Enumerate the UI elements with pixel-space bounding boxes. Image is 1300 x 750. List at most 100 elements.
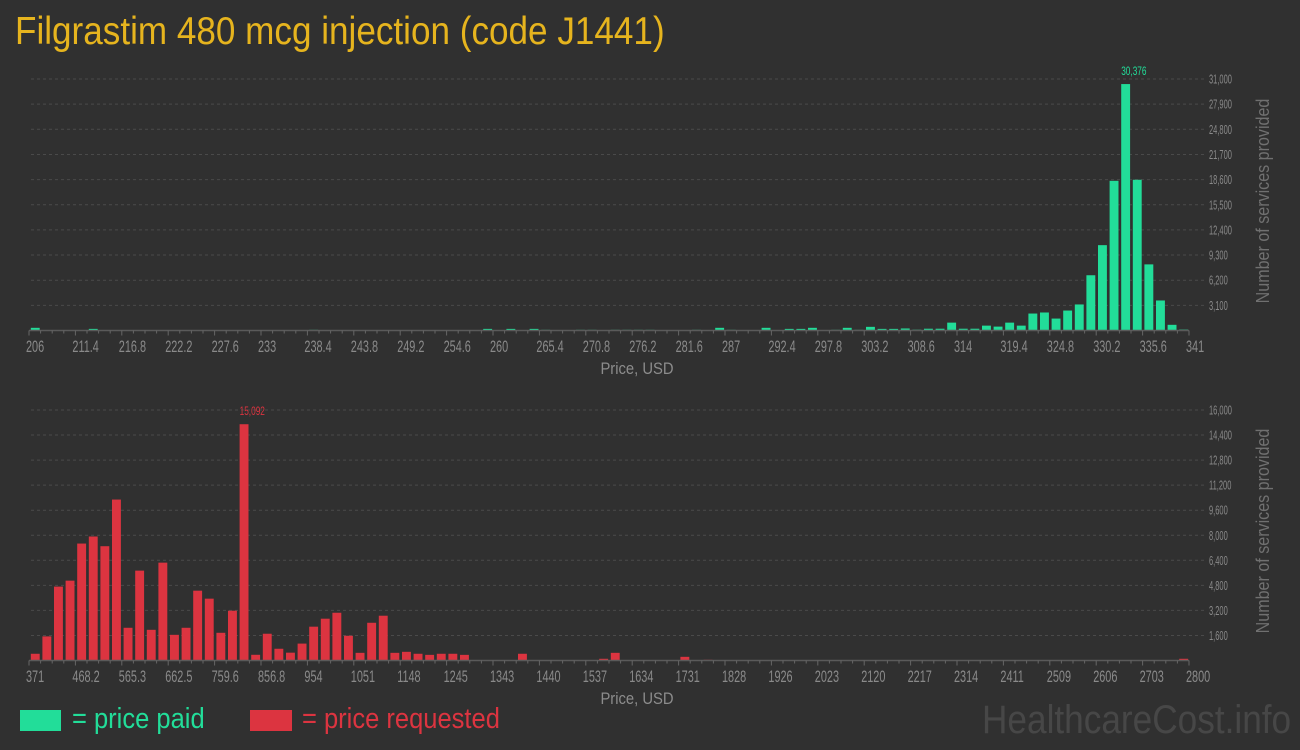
- bar: [65, 580, 75, 661]
- page-title: Filgrastim 480 mcg injection (code J1441…: [15, 10, 665, 53]
- bar: [216, 632, 226, 661]
- bar: [1016, 325, 1026, 331]
- bar: [935, 328, 945, 331]
- x-tick-label: 565.3: [119, 667, 146, 686]
- x-tick-label: 2314: [954, 667, 978, 686]
- x-tick-label: 292.4: [768, 337, 795, 356]
- x-tick-label: 2606: [1093, 667, 1117, 686]
- x-tick-label: 2703: [1140, 667, 1164, 686]
- bar: [100, 546, 110, 661]
- x-tick-label: 2023: [815, 667, 839, 686]
- y-tick-label: 11,200: [1209, 480, 1232, 493]
- bar: [251, 654, 261, 661]
- y-tick-label: 18,600: [1209, 174, 1232, 187]
- x-tick-label: 1245: [444, 667, 468, 686]
- bar: [170, 634, 179, 661]
- x-tick-label: 303.2: [861, 337, 888, 356]
- bar: [112, 499, 121, 661]
- bar: [297, 643, 307, 661]
- bar: [796, 328, 806, 331]
- bar: [262, 633, 272, 661]
- x-tick-label: 211.4: [72, 337, 99, 356]
- legend-swatch-price-requested: [250, 710, 292, 731]
- x-tick-label: 243.8: [351, 337, 378, 356]
- bar: [204, 598, 214, 661]
- bar: [135, 570, 145, 661]
- x-tick-label: 2120: [861, 667, 885, 686]
- bar: [42, 636, 52, 661]
- bar: [877, 328, 887, 331]
- bar: [900, 328, 910, 331]
- bar: [784, 328, 794, 331]
- x-tick-label: 954: [304, 667, 322, 686]
- x-tick-label: 468.2: [72, 667, 99, 686]
- bar: [286, 652, 295, 661]
- bar: [1121, 84, 1131, 331]
- legend-label-price-paid: = price paid: [72, 703, 205, 735]
- x-tick-label: 662.5: [165, 667, 192, 686]
- y-axis-title: Number of services provided: [1252, 429, 1273, 634]
- x-tick-label: 270.8: [583, 337, 610, 356]
- x-tick-label: 1343: [490, 667, 514, 686]
- x-tick-label: 281.6: [676, 337, 703, 356]
- bar: [1144, 264, 1154, 331]
- bar: [1005, 322, 1015, 331]
- x-tick-label: 238.4: [304, 337, 331, 356]
- bar: [947, 322, 957, 331]
- bar: [610, 652, 620, 661]
- x-tick-label: 1926: [768, 667, 792, 686]
- x-tick-label: 249.2: [397, 337, 424, 356]
- bar: [958, 328, 968, 331]
- bar: [158, 562, 168, 661]
- bar: [506, 328, 516, 331]
- bar: [715, 327, 725, 331]
- x-tick-label: 2411: [1000, 667, 1024, 686]
- y-tick-label: 3,200: [1209, 605, 1228, 618]
- bar: [239, 424, 249, 661]
- y-tick-label: 12,400: [1209, 225, 1232, 238]
- bar: [1063, 310, 1073, 331]
- bar: [436, 653, 446, 661]
- gridlines: 3,100 6,200 9,300 12,400 15,500 18,600 21,700 2…: [31, 74, 1232, 313]
- bar: [320, 618, 330, 661]
- bar: [448, 653, 458, 661]
- x-tick-label: 330.2: [1093, 337, 1120, 356]
- bar: [993, 326, 1003, 331]
- x-tick-label: 216.8: [119, 337, 146, 356]
- peak-value-label: 30,376: [1121, 66, 1147, 79]
- bar: [402, 651, 411, 661]
- bar: [842, 327, 852, 331]
- x-tick-label: 2217: [908, 667, 932, 686]
- x-tick-label: 1537: [583, 667, 607, 686]
- x-tick-label: 1440: [536, 667, 560, 686]
- bar: [88, 328, 98, 331]
- y-tick-label: 1,600: [1209, 630, 1228, 643]
- x-tick-label: 371: [26, 667, 44, 686]
- bar: [1179, 658, 1189, 661]
- bar: [761, 327, 771, 331]
- legend-swatch-price-paid: [20, 710, 61, 731]
- x-tick-label: 314: [954, 337, 972, 356]
- y-tick-label: 6,400: [1209, 555, 1228, 568]
- bar: [309, 626, 319, 661]
- y-tick-label: 14,400: [1209, 430, 1232, 443]
- y-tick-label: 12,800: [1209, 455, 1232, 468]
- legend-label-price-requested: = price requested: [302, 703, 500, 735]
- y-tick-label: 8,000: [1209, 530, 1228, 543]
- x-axis: 206 211.4 216.8 222.2 227.6 233 238.4 243.8 249.…: [26, 329, 1204, 356]
- bar: [228, 610, 237, 661]
- x-tick-label: 265.4: [536, 337, 563, 356]
- x-tick-label: 297.8: [815, 337, 842, 356]
- bar: [1109, 180, 1119, 331]
- bars: [30, 84, 1189, 331]
- x-tick-label: 206: [26, 337, 44, 356]
- x-tick-label: 1148: [397, 667, 421, 686]
- bar: [123, 627, 133, 661]
- bar: [924, 328, 933, 331]
- x-tick-label: 319.4: [1000, 337, 1027, 356]
- x-tick-label: 308.6: [908, 337, 935, 356]
- bar: [599, 658, 609, 661]
- bar: [54, 586, 63, 661]
- gridlines: 1,600 3,200 4,800 6,400 8,000 9,600 11,200 12,8…: [31, 405, 1232, 644]
